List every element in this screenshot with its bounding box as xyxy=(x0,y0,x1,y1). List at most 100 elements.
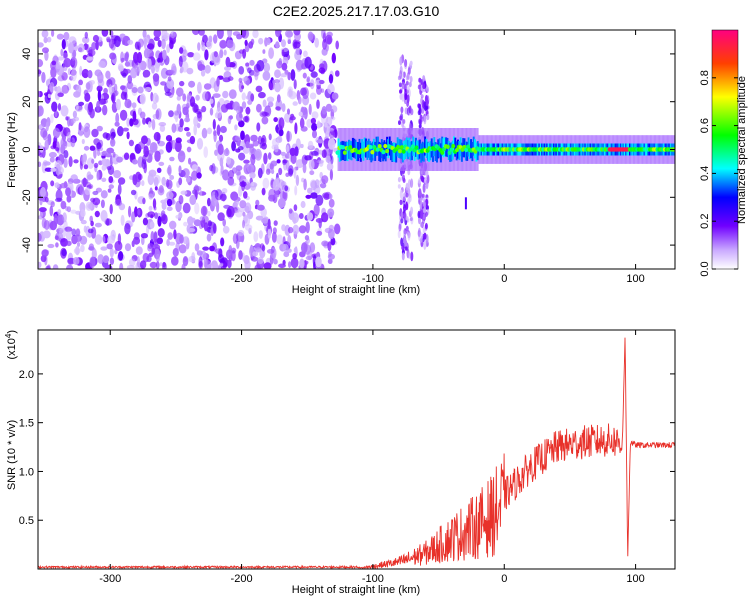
heatmap-cell xyxy=(240,30,247,38)
heatmap-cell xyxy=(197,81,202,94)
heatmap-cell xyxy=(420,232,424,240)
heatmap-cell xyxy=(182,256,189,267)
heatmap-cell xyxy=(137,208,141,216)
heatmap-cell xyxy=(441,136,444,156)
heatmap-cell xyxy=(101,164,107,171)
heatmap-cell xyxy=(417,84,421,90)
heatmap-cell xyxy=(46,36,52,43)
heatmap-cell xyxy=(97,78,105,87)
heatmap-cell xyxy=(262,49,266,54)
heatmap-cell xyxy=(281,103,286,113)
heatmap-cell xyxy=(68,36,77,45)
heatmap-cell xyxy=(316,99,320,109)
heatmap-cell xyxy=(131,102,137,109)
heatmap-cell xyxy=(89,80,95,85)
heatmap-cell xyxy=(222,225,230,234)
heatmap-cell xyxy=(325,103,333,112)
heatmap-cell xyxy=(273,258,278,265)
heatmap-cell xyxy=(107,188,112,193)
heatmap-cell xyxy=(273,117,279,123)
heatmap-cell xyxy=(169,175,175,180)
heatmap-cell xyxy=(223,49,227,56)
heatmap-cell xyxy=(100,190,108,199)
heatmap-cell xyxy=(308,103,312,115)
heatmap-cell xyxy=(351,137,354,157)
heatmap-cell xyxy=(162,49,167,60)
heatmap-cell xyxy=(158,185,164,194)
heatmap-cell xyxy=(152,92,159,104)
heatmap-cell xyxy=(310,117,316,125)
heatmap-cell xyxy=(398,223,402,232)
heatmap-cell xyxy=(218,98,225,106)
heatmap-cell xyxy=(257,167,263,179)
heatmap-cell xyxy=(56,61,61,70)
heatmap-cell xyxy=(387,139,390,159)
heatmap-cell xyxy=(98,60,106,68)
snr-line-series xyxy=(38,337,675,569)
heatmap-cell xyxy=(335,70,340,77)
heatmap-cell xyxy=(422,75,426,82)
heatmap-cell xyxy=(440,150,445,155)
heatmap-cell xyxy=(328,193,333,200)
heatmap-cell xyxy=(425,198,429,207)
heatmap-cell xyxy=(385,148,390,154)
heatmap-cell xyxy=(293,41,301,49)
heatmap-cell xyxy=(108,84,113,94)
heatmap-cell xyxy=(383,140,386,160)
heatmap-cell xyxy=(43,37,48,44)
heatmap-cell xyxy=(182,168,190,178)
heatmap-cell xyxy=(173,229,177,240)
heatmap-cell xyxy=(124,61,131,67)
heatmap-cell xyxy=(142,252,150,263)
heatmap-cell xyxy=(401,245,405,251)
heatmap-cell xyxy=(213,34,218,44)
heatmap-cell xyxy=(349,140,352,160)
heatmap-cell xyxy=(306,212,314,221)
heatmap-cell xyxy=(102,104,108,116)
heatmap-cell xyxy=(241,101,247,109)
heatmap-cell xyxy=(54,182,60,189)
heatmap-cell xyxy=(51,30,55,37)
heatmap-cell xyxy=(95,187,102,193)
heatmap-cell xyxy=(244,202,252,214)
heatmap-cell xyxy=(175,242,180,252)
heatmap-cell xyxy=(235,165,243,172)
heatmap-cell xyxy=(327,208,335,218)
heatmap-cell xyxy=(238,66,245,75)
heatmap-cell xyxy=(47,93,52,99)
heatmap-cell xyxy=(153,174,161,185)
heatmap-cell xyxy=(54,235,59,240)
heatmap-cell xyxy=(97,254,104,264)
heatmap-cell xyxy=(227,259,232,269)
heatmap-cell xyxy=(215,248,223,254)
heatmap-cell xyxy=(321,149,327,158)
heatmap-cell xyxy=(101,177,107,182)
heatmap-cell xyxy=(315,194,324,206)
heatmap-cell xyxy=(67,131,71,142)
heatmap-cell xyxy=(55,242,59,248)
heatmap-cell xyxy=(120,85,126,91)
heatmap-cell xyxy=(220,237,225,247)
heatmap-cell xyxy=(342,150,347,155)
heatmap-cell xyxy=(114,199,123,207)
heatmap-cell xyxy=(295,47,301,56)
heatmap-cell xyxy=(252,251,259,257)
heatmap-cell xyxy=(235,209,243,218)
heatmap-cell xyxy=(319,182,327,189)
heatmap-cell xyxy=(109,128,116,140)
heatmap-cell xyxy=(302,163,307,174)
heatmap-cell xyxy=(216,77,220,87)
heatmap-cell xyxy=(151,102,158,110)
colorbar xyxy=(711,29,739,270)
heatmap-cell xyxy=(179,47,184,54)
heatmap-cell xyxy=(161,38,166,50)
heatmap-cell xyxy=(49,156,55,163)
heatmap-cell xyxy=(72,110,77,119)
heatmap-cell xyxy=(96,85,103,92)
heatmap-cell xyxy=(226,249,233,260)
heatmap-cell xyxy=(235,135,241,141)
heatmap-cell xyxy=(405,81,409,86)
heatmap-cell xyxy=(101,235,106,244)
heatmap-cell xyxy=(182,106,189,116)
heatmap-cell xyxy=(139,260,147,269)
